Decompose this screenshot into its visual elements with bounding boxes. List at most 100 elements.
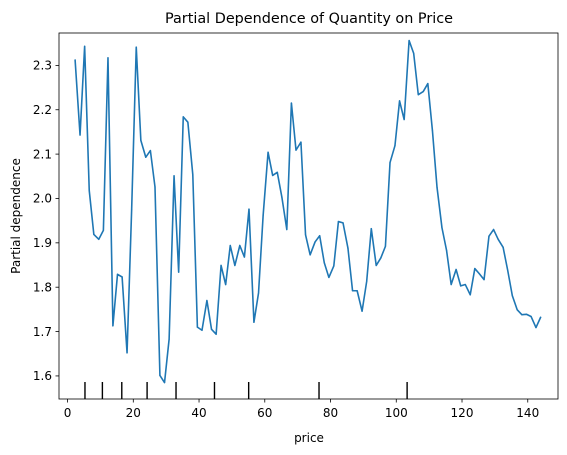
y-axis: 1.6 1.7 1.8 1.9 2.0 2.1 2.2 2.3 bbox=[33, 59, 59, 383]
data-point bbox=[403, 118, 405, 121]
data-point bbox=[243, 256, 245, 258]
data-point bbox=[507, 269, 509, 271]
data-point bbox=[455, 268, 457, 271]
plot-area bbox=[74, 39, 542, 399]
data-point bbox=[384, 245, 387, 247]
data-point bbox=[229, 244, 231, 247]
data-point bbox=[79, 134, 81, 136]
y-axis-label: Partial dependence bbox=[9, 158, 23, 274]
x-axis: 0 20 40 60 80 100 120 140 bbox=[64, 399, 539, 420]
data-point bbox=[319, 235, 321, 237]
data-point bbox=[107, 57, 109, 59]
plot-frame bbox=[58, 32, 559, 400]
data-point bbox=[196, 326, 198, 328]
data-point bbox=[159, 374, 161, 377]
data-point bbox=[474, 267, 476, 270]
data-point bbox=[361, 310, 363, 312]
data-point bbox=[88, 189, 90, 192]
data-point bbox=[333, 265, 335, 267]
data-point bbox=[408, 39, 410, 42]
y-tick-label: 1.7 bbox=[33, 325, 52, 339]
data-point bbox=[492, 228, 495, 231]
y-tick-label: 1.8 bbox=[33, 280, 52, 294]
data-point bbox=[460, 285, 462, 287]
data-point bbox=[389, 161, 391, 164]
y-tick-label: 1.9 bbox=[33, 236, 52, 250]
data-point bbox=[178, 271, 180, 273]
y-tick-label: 2.0 bbox=[33, 192, 52, 206]
data-point bbox=[398, 100, 401, 102]
y-tick-label: 2.1 bbox=[33, 147, 52, 161]
data-point bbox=[163, 381, 166, 384]
x-tick-label: 40 bbox=[191, 406, 206, 420]
data-point bbox=[328, 276, 330, 279]
y-tick-label: 2.3 bbox=[33, 59, 52, 73]
data-point bbox=[521, 314, 523, 316]
data-point bbox=[483, 279, 485, 281]
data-point bbox=[239, 244, 241, 247]
data-point bbox=[516, 309, 518, 311]
data-point bbox=[464, 283, 466, 286]
data-point bbox=[149, 149, 151, 152]
y-tick-label: 1.6 bbox=[33, 369, 52, 383]
data-point bbox=[140, 139, 142, 141]
data-point bbox=[445, 249, 448, 251]
x-tick-label: 80 bbox=[323, 406, 338, 420]
y-tick-label: 2.2 bbox=[33, 103, 52, 117]
data-point bbox=[281, 196, 283, 198]
data-point bbox=[488, 235, 490, 237]
data-point bbox=[530, 315, 532, 318]
data-point bbox=[121, 276, 123, 278]
data-point bbox=[248, 208, 250, 210]
data-point bbox=[253, 321, 255, 323]
data-point bbox=[93, 233, 95, 236]
x-tick-label: 60 bbox=[257, 406, 272, 420]
data-point bbox=[295, 149, 297, 151]
data-point bbox=[126, 352, 128, 354]
data-point bbox=[74, 59, 76, 61]
data-point bbox=[469, 294, 471, 296]
data-point bbox=[337, 220, 340, 223]
data-point bbox=[370, 228, 372, 230]
data-point bbox=[497, 238, 499, 240]
data-point bbox=[342, 222, 344, 224]
data-point bbox=[135, 46, 137, 48]
x-tick-label: 100 bbox=[385, 406, 408, 420]
data-point bbox=[267, 151, 269, 153]
x-tick-label: 120 bbox=[451, 406, 474, 420]
chart-title: Partial Dependence of Quantity on Price bbox=[165, 11, 453, 27]
data-point bbox=[366, 280, 368, 283]
data-point bbox=[427, 82, 429, 85]
data-point bbox=[436, 186, 438, 188]
data-point bbox=[112, 325, 114, 327]
data-point bbox=[323, 262, 325, 264]
data-point bbox=[502, 246, 504, 248]
data-point bbox=[220, 264, 222, 267]
data-point bbox=[441, 227, 443, 229]
data-point bbox=[380, 257, 382, 259]
data-point bbox=[450, 283, 452, 286]
data-point bbox=[272, 174, 274, 177]
data-point bbox=[535, 326, 537, 329]
data-point bbox=[98, 238, 100, 240]
data-point bbox=[431, 130, 434, 132]
data-point bbox=[539, 316, 542, 318]
data-point bbox=[290, 102, 293, 104]
x-tick-label: 20 bbox=[126, 406, 141, 420]
data-point bbox=[84, 45, 86, 47]
x-axis-label: price bbox=[294, 431, 324, 445]
data-point bbox=[182, 116, 184, 118]
data-point bbox=[168, 338, 170, 340]
data-point bbox=[347, 247, 349, 249]
data-point bbox=[276, 171, 278, 173]
data-point bbox=[131, 208, 133, 211]
data-point bbox=[356, 290, 358, 292]
data-point bbox=[394, 145, 396, 147]
data-point bbox=[201, 329, 203, 331]
data-point bbox=[309, 254, 311, 256]
data-point bbox=[300, 141, 302, 143]
data-point bbox=[525, 313, 528, 315]
data-point bbox=[286, 228, 288, 231]
